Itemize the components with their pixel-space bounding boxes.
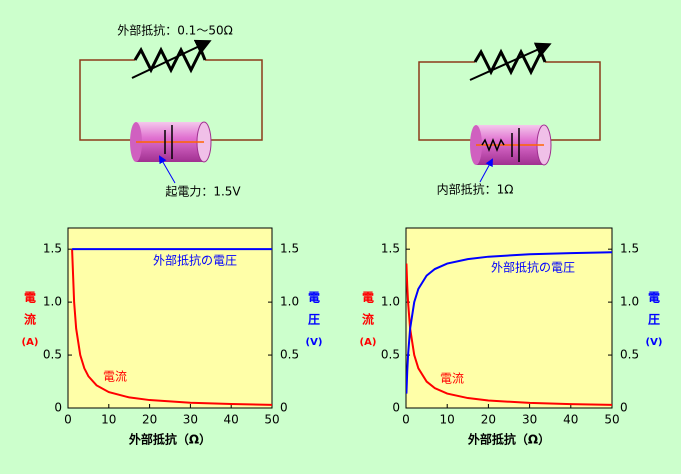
x-tick-label: 40 (563, 413, 578, 427)
y-tick-label: 0 (54, 401, 62, 415)
y-tick-label: 0 (392, 401, 400, 415)
x-tick-label: 50 (264, 413, 279, 427)
x-axis-label: 外部抵抗（Ω） (129, 432, 211, 447)
emf-label: 起電力：1.5V (165, 185, 241, 199)
series-line (406, 251, 612, 394)
x-tick-label: 20 (142, 413, 157, 427)
circuit-left: 外部抵抗：0.1～50Ω 起電力：1.5V (79, 23, 263, 199)
x-tick-label: 10 (101, 413, 116, 427)
resistor-label: 外部抵抗：0.1～50Ω (117, 23, 233, 38)
y-tick-label: 0.5 (381, 348, 400, 362)
y-axis-label: (A) (360, 337, 377, 348)
x-tick-label: 20 (481, 413, 496, 427)
y2-tick-label: 1.0 (620, 295, 639, 309)
y2-tick-label: 1.0 (280, 295, 299, 309)
y2-tick-label: 1.5 (620, 242, 639, 256)
series-line (406, 263, 612, 406)
y2-axis-label: (V) (646, 337, 663, 348)
y-axis-label: 電 (24, 291, 36, 305)
x-tick-label: 30 (522, 413, 537, 427)
y2-tick-label: 0.5 (620, 348, 639, 362)
internal-label: 内部抵抗：1Ω (437, 182, 514, 197)
x-tick-label: 0 (64, 413, 72, 427)
annotation: 外部抵抗の電圧 (491, 260, 575, 275)
plot-area (67, 227, 273, 409)
y-tick-label: 1.5 (381, 242, 400, 256)
y2-axis-label: 電 (308, 291, 320, 305)
x-tick-label: 40 (224, 413, 239, 427)
plot-area (405, 227, 613, 409)
annotation: 電流 (103, 370, 127, 384)
x-tick-label: 10 (440, 413, 455, 427)
y2-tick-label: 0 (280, 401, 288, 415)
y2-tick-label: 0.5 (280, 348, 299, 362)
y2-tick-label: 1.5 (280, 242, 299, 256)
y-axis-label: 流 (362, 312, 374, 327)
y-tick-label: 1.0 (43, 295, 62, 309)
x-axis-label: 外部抵抗（Ω） (468, 432, 550, 447)
y-axis-label: 電 (362, 291, 374, 305)
y-tick-label: 1.0 (381, 295, 400, 309)
annotation: 外部抵抗の電圧 (153, 253, 237, 268)
y2-axis-label: (V) (306, 337, 323, 348)
x-tick-label: 50 (604, 413, 619, 427)
series-line (71, 249, 272, 406)
y-axis-label: 流 (24, 312, 36, 327)
x-tick-label: 30 (183, 413, 198, 427)
y2-tick-label: 0 (620, 401, 628, 415)
y-axis-label: (A) (22, 337, 39, 348)
annotation: 電流 (440, 372, 464, 386)
y2-axis-label: 圧 (308, 313, 320, 327)
y-tick-label: 0.5 (43, 348, 62, 362)
y-tick-label: 1.5 (43, 242, 62, 256)
x-tick-label: 0 (402, 413, 410, 427)
y2-axis-label: 電 (648, 291, 660, 305)
y2-axis-label: 圧 (648, 313, 660, 327)
circuit-right: 内部抵抗：1Ω (418, 42, 601, 197)
